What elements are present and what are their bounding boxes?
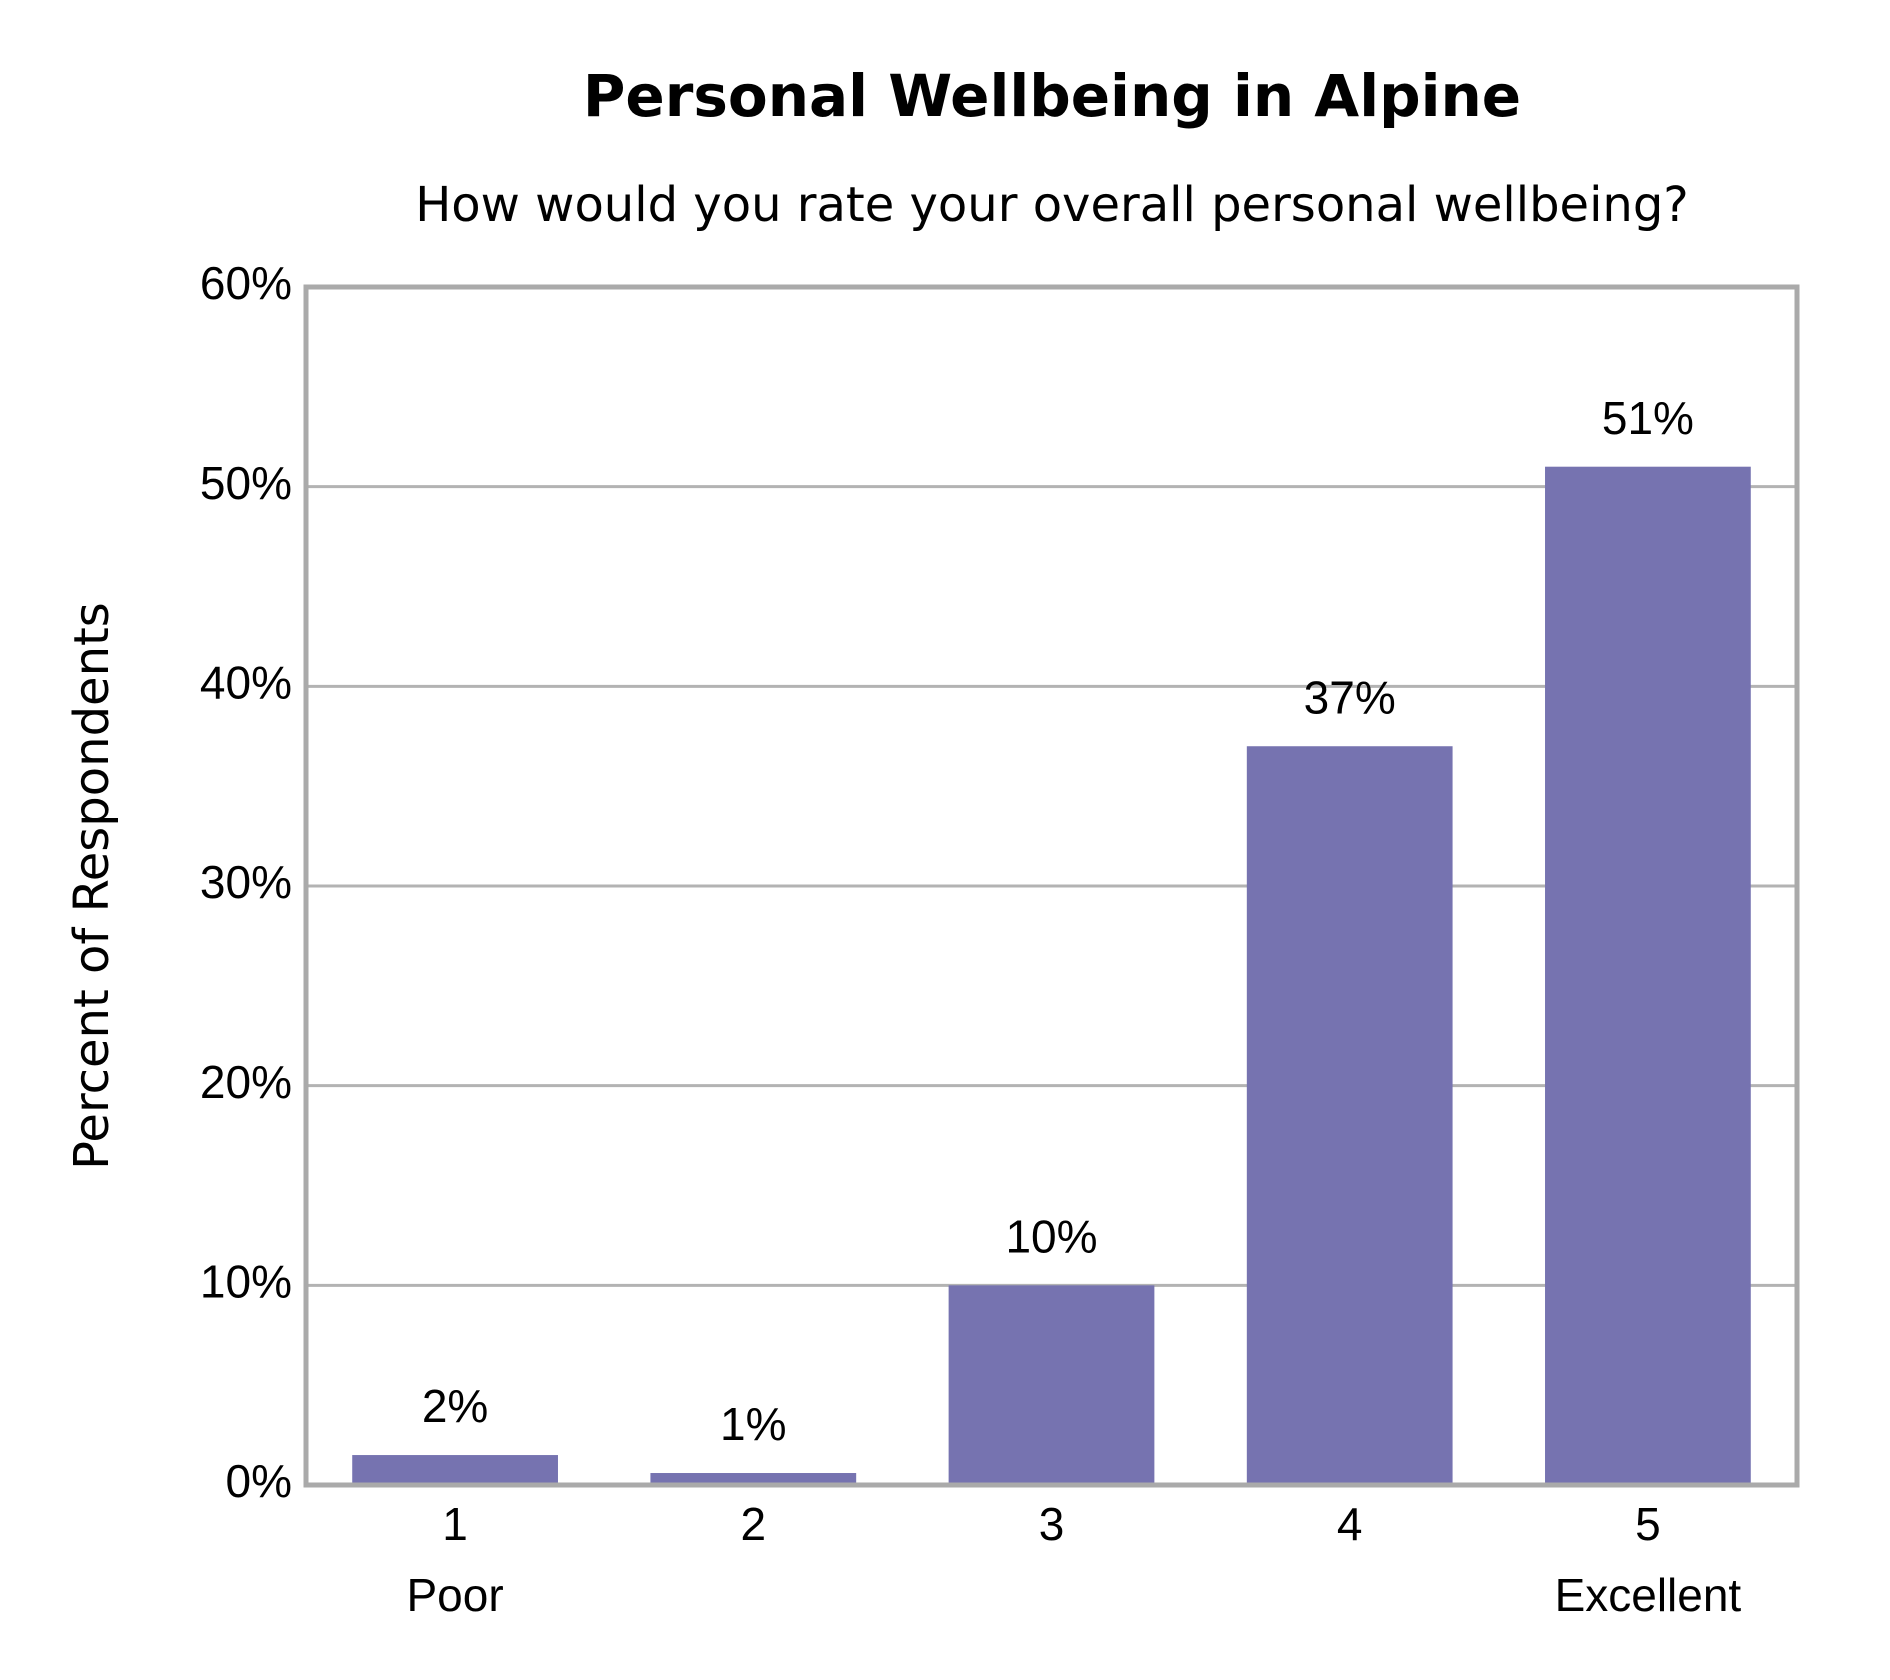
bar bbox=[1246, 746, 1453, 1485]
y-tick-label: 20% bbox=[200, 1056, 292, 1108]
plot-border bbox=[303, 284, 1800, 1488]
bar bbox=[1545, 466, 1751, 1485]
value-label: 37% bbox=[1304, 671, 1396, 723]
bar bbox=[948, 1285, 1155, 1485]
x-tick-sublabel: Excellent bbox=[1555, 1569, 1742, 1621]
y-tick-label: 40% bbox=[200, 656, 292, 708]
x-tick-label: 2 bbox=[741, 1498, 767, 1550]
value-label: 2% bbox=[422, 1380, 488, 1432]
chart-subtitle: How would you rate your overall personal… bbox=[415, 177, 1689, 233]
x-tick-label: 5 bbox=[1635, 1498, 1661, 1550]
bar bbox=[352, 1455, 558, 1485]
x-tick-label: 4 bbox=[1337, 1498, 1363, 1550]
y-tick-label: 0% bbox=[226, 1455, 292, 1507]
x-tick-label: 3 bbox=[1039, 1498, 1065, 1550]
chart-title: Personal Wellbeing in Alpine bbox=[583, 62, 1521, 130]
y-tick-label: 60% bbox=[200, 257, 292, 309]
bar bbox=[650, 1473, 857, 1485]
y-tick-label: 50% bbox=[200, 457, 292, 509]
y-tick-label: 30% bbox=[200, 856, 292, 908]
x-tick-label: 1 bbox=[442, 1498, 468, 1550]
y-axis-label: Percent of Respondents bbox=[64, 602, 120, 1170]
x-tick-sublabel: Poor bbox=[407, 1569, 504, 1621]
value-label: 51% bbox=[1602, 392, 1694, 444]
y-tick-label: 10% bbox=[200, 1255, 292, 1307]
value-label: 1% bbox=[720, 1398, 786, 1450]
value-label: 10% bbox=[1005, 1210, 1097, 1262]
